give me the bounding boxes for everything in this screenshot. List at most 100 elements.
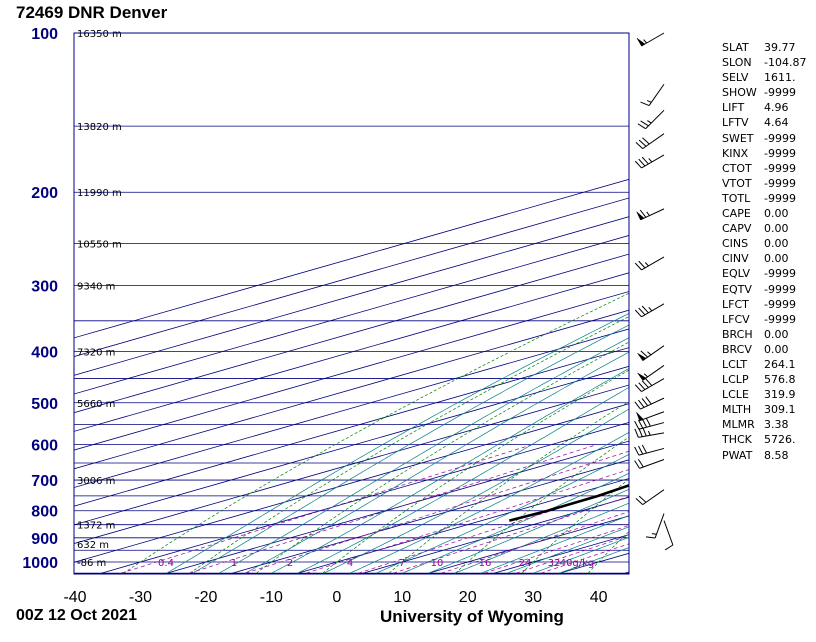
index-value: 0.00 — [764, 222, 789, 236]
barb-feather — [640, 120, 649, 127]
barb-feather — [637, 123, 646, 130]
temperature-tick-label: -40 — [63, 589, 86, 606]
moist-adiabat — [454, 502, 629, 574]
barb-shaft — [642, 133, 665, 150]
barb-feather — [638, 139, 647, 147]
index-row: CAPE 0.00 — [722, 206, 806, 221]
barb-shaft — [641, 378, 665, 392]
barb-shaft — [642, 365, 665, 381]
barb-flag — [636, 211, 645, 221]
index-name: BRCH — [722, 327, 753, 341]
index-row: VTOT -9999 — [722, 176, 806, 191]
index-value: 319.9 — [764, 388, 796, 402]
barb-feather — [642, 427, 647, 437]
barb-feather — [634, 446, 640, 456]
wind-barb — [634, 256, 665, 271]
barb-shaft — [645, 109, 665, 130]
wind-barb — [634, 417, 665, 430]
mixing-ratio-label: 7 — [399, 558, 405, 569]
barb-shaft — [640, 397, 665, 410]
barb-feather — [638, 307, 646, 316]
pressure-tick-label: 700 — [31, 473, 58, 490]
index-value: 576.8 — [764, 373, 796, 387]
wind-barbs — [634, 32, 674, 551]
index-row: BRCV 0.00 — [722, 342, 806, 357]
index-name: LCLP — [722, 373, 749, 387]
barb-feather — [638, 158, 646, 167]
index-value: -104.87 — [764, 56, 807, 70]
index-name: CAPE — [722, 207, 751, 221]
barb-half-feather — [646, 211, 650, 216]
index-value: -9999 — [764, 161, 796, 175]
height-label: 11990 m — [77, 188, 122, 199]
index-row: KINX -9999 — [722, 146, 806, 161]
barb-shaft — [641, 256, 665, 271]
temperature-tick-label: -30 — [129, 589, 152, 606]
index-value: -9999 — [764, 191, 796, 205]
isotherm-line — [74, 178, 629, 339]
index-row: BRCH 0.00 — [722, 327, 806, 342]
wind-barb — [636, 208, 665, 221]
isotherm-line — [232, 459, 629, 574]
index-name: LCLE — [722, 388, 749, 402]
mixing-ratio-label: 32 — [548, 558, 561, 569]
barb-shaft — [654, 513, 665, 539]
barb-feather — [634, 384, 642, 392]
mixing-ratio-line — [245, 450, 629, 574]
barb-feather — [638, 399, 645, 408]
barb-shaft — [642, 489, 665, 506]
index-name: EQLV — [722, 267, 751, 281]
barb-flag — [637, 372, 647, 381]
barb-feather — [639, 209, 647, 218]
isotherm-line — [74, 365, 629, 526]
barb-half-feather — [644, 262, 649, 267]
barb-feather — [640, 101, 650, 107]
pressure-tick-label: 800 — [31, 504, 58, 521]
barb-feather — [641, 156, 649, 165]
index-row: EQLV -9999 — [722, 266, 806, 281]
height-label: 10550 m — [77, 240, 122, 251]
index-name: SELV — [722, 71, 749, 85]
index-name: TOTL — [722, 191, 751, 205]
mixing-ratio-label: 10 — [431, 558, 444, 569]
index-value: -9999 — [764, 146, 796, 160]
barb-feather — [638, 419, 644, 429]
index-row: LCLE 319.9 — [722, 387, 806, 402]
index-row: LFCV -9999 — [722, 312, 806, 327]
dry-adiabat — [388, 400, 629, 574]
index-name: CINV — [722, 252, 749, 266]
index-name: BRCV — [722, 342, 752, 356]
barb-half-feather — [643, 39, 648, 44]
isotherm-line — [74, 234, 629, 395]
mixing-ratio-label: 4 — [347, 558, 353, 569]
height-label: 5660 m — [77, 399, 115, 410]
index-name: KINX — [722, 146, 749, 160]
index-value: -9999 — [764, 131, 796, 145]
height-label: 9340 m — [77, 281, 115, 292]
index-row: SWET -9999 — [722, 131, 806, 146]
index-row: LCLT 264.1 — [722, 357, 806, 372]
index-value: -9999 — [764, 297, 796, 311]
mixing-ratio-label: 2 — [287, 558, 293, 569]
index-value: -9999 — [764, 86, 796, 100]
index-value: 4.96 — [764, 101, 789, 115]
barb-half-feather — [646, 100, 652, 103]
index-name: PWAT — [722, 448, 753, 462]
index-row: LIFT 4.96 — [722, 100, 806, 115]
barb-feather — [645, 378, 653, 386]
index-name: SWET — [722, 131, 754, 145]
height-label: 13820 m — [77, 122, 122, 133]
index-name: LFCV — [722, 312, 750, 326]
index-name: THCK — [722, 433, 752, 447]
height-label: 632 m — [77, 540, 109, 551]
moist-adiabat — [166, 313, 629, 574]
index-row: CINS 0.00 — [722, 236, 806, 251]
barb-half-feather — [648, 307, 653, 312]
barb-feather — [634, 262, 642, 271]
wind-barb — [634, 444, 665, 456]
index-row: SELV 1611. — [722, 70, 806, 85]
wind-barb — [634, 154, 665, 169]
isotherm-line — [101, 421, 629, 574]
index-name: LFCT — [722, 297, 749, 311]
barb-feather — [638, 382, 646, 390]
